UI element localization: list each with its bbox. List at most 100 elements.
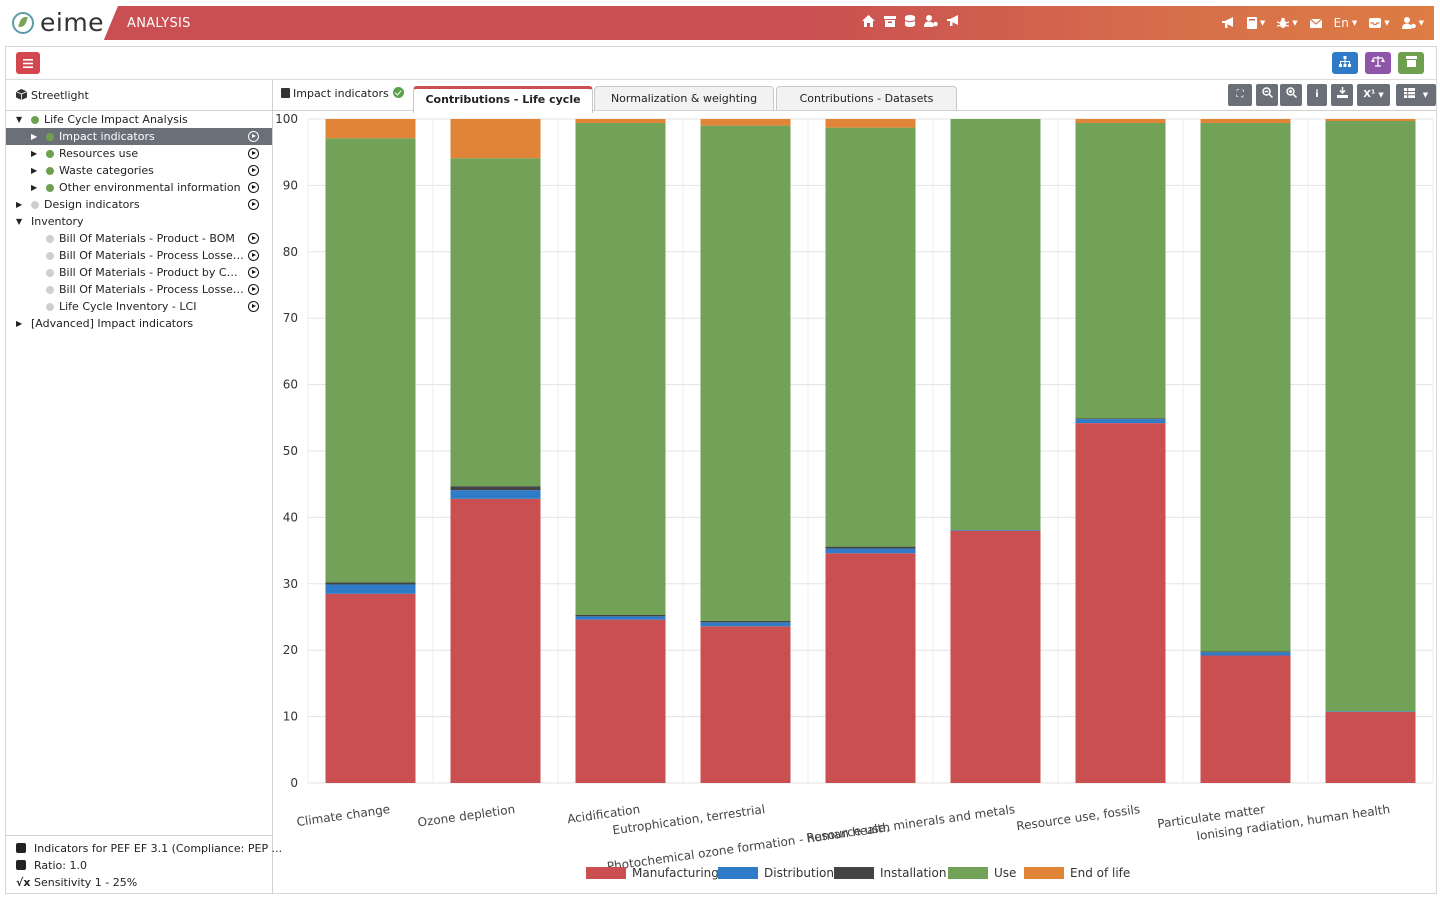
tab-label: Contributions - Datasets [799,92,934,105]
language-select[interactable]: En ▼ [1334,15,1358,31]
play-circle-icon[interactable] [248,131,259,142]
tree-item[interactable]: Bill Of Materials - Product - BOM [6,230,272,247]
caret-down-icon[interactable]: ▼ [16,217,23,226]
inbox-menu[interactable]: ▼ [1369,15,1390,31]
bar-segment [825,548,916,554]
database-icon[interactable] [905,15,915,27]
legend-label: Use [994,866,1016,880]
fullscreen-button[interactable]: ⛶ [1228,84,1252,106]
tab-normalization-weighting[interactable]: Normalization & weighting [594,86,774,110]
legend-swatch [834,867,874,879]
play-circle-icon[interactable] [248,284,259,295]
caret-right-icon[interactable]: ▶ [31,149,38,158]
method-info: Indicators for PEF EF 3.1 (Compliance: P… [16,841,282,857]
y-tick-label: 80 [283,245,298,259]
home-icon[interactable] [862,15,875,27]
bug-menu[interactable]: ▼ [1277,15,1298,31]
download-button[interactable] [1331,84,1353,106]
tab-contributions-datasets[interactable]: Contributions - Datasets [776,86,957,110]
bar-segment [950,530,1041,783]
tree-item[interactable]: ▶ Waste categories [6,162,272,179]
balance-scale-icon [1371,56,1385,67]
bar-segment [325,582,416,585]
square-root-icon: √x [16,876,31,889]
user-cog-icon [1401,17,1416,29]
exponent-format-button[interactable]: X¹ ▼ [1357,84,1390,106]
bar-segment [700,125,791,621]
status-dot-icon [46,235,54,243]
play-circle-icon[interactable] [248,301,259,312]
play-circle-icon[interactable] [248,165,259,176]
compare-button[interactable] [1365,52,1391,74]
cube-icon [16,89,27,100]
sidebar: Streetlight ▼ Life Cycle Impact Analysis ▶… [6,80,282,894]
play-circle-icon[interactable] [248,148,259,159]
bar-segment [1325,711,1416,712]
tree-item[interactable]: ▼ Inventory [6,213,272,230]
module-title: ANALYSIS [127,16,191,31]
play-circle-icon[interactable] [248,267,259,278]
tree-item[interactable]: Life Cycle Inventory - LCI [6,298,272,315]
archive-icon[interactable] [884,15,896,27]
caret-right-icon[interactable]: ▶ [31,166,38,175]
play-circle-icon[interactable] [248,233,259,244]
user-menu[interactable]: ▼ [1401,15,1424,31]
caret-right-icon[interactable]: ▶ [31,183,38,192]
tree-item-label: Resources use [59,147,139,160]
expand-icon: ⛶ [1236,89,1244,100]
bullhorn-icon[interactable] [1221,17,1235,29]
hierarchy-button[interactable] [1332,52,1358,74]
tree-item[interactable]: Bill Of Materials - Product by Categ... [6,264,272,281]
status-dot-icon [46,303,54,311]
caret-down-icon[interactable]: ▼ [16,115,23,124]
tree-item[interactable]: ▶ Design indicators [6,196,272,213]
tree-item[interactable]: Bill Of Materials - Process Losses by... [6,281,272,298]
tree-item[interactable]: ▶ Impact indicators [6,128,272,145]
x-tick-label: Resource use, minerals and metals [805,802,1015,845]
user-cog-icon[interactable] [924,15,938,27]
menu-icon [23,59,33,68]
play-circle-icon[interactable] [248,199,259,210]
bar-segment [700,626,791,783]
leaf-logo-icon [12,12,34,34]
bullhorn-icon[interactable] [947,15,960,27]
language-label: En [1333,16,1349,30]
logo[interactable]: eime [0,6,118,40]
tab-impact-indicators[interactable]: Impact indicators [281,87,404,100]
x-tick-label: Climate change [296,802,391,829]
info-button[interactable]: i [1307,84,1327,106]
zoom-in-button[interactable] [1280,84,1302,106]
caret-right-icon[interactable]: ▶ [16,319,23,328]
book-menu[interactable]: ▼ [1246,15,1265,31]
tree-item[interactable]: ▶ Other environmental information [6,179,272,196]
y-tick-label: 50 [283,444,298,458]
play-circle-icon[interactable] [248,250,259,261]
play-circle-icon[interactable] [248,182,259,193]
bar-segment [1325,119,1416,121]
tree-item[interactable]: ▶ Resources use [6,145,272,162]
tab-contributions-life-cycle[interactable]: Contributions - Life cycle [413,86,593,113]
legend-label: Installation [880,866,946,880]
bar-segment [325,138,416,583]
tree-item-label: Impact indicators [59,130,155,143]
bar-segment [1200,655,1291,783]
zoom-out-button[interactable] [1256,84,1278,106]
bar-segment [1075,423,1166,783]
status-dot-icon [46,252,54,260]
bug-icon [1277,17,1290,28]
document-icon [16,843,26,853]
sidebar-footer: Indicators for PEF EF 3.1 (Compliance: P… [6,835,282,894]
bar-segment [700,620,791,623]
caret-right-icon[interactable]: ▶ [16,200,23,209]
project-name: Streetlight [31,89,89,102]
legend-swatch [1024,867,1064,879]
sensitivity-label: Sensitivity 1 - 25% [34,876,138,889]
tree-item[interactable]: Bill Of Materials - Process Losses - ... [6,247,272,264]
archive-button[interactable] [1398,52,1424,74]
tree-item[interactable]: ▼ Life Cycle Impact Analysis [6,111,272,128]
hamburger-menu-button[interactable] [16,52,40,74]
caret-right-icon[interactable]: ▶ [31,132,38,141]
tree-item[interactable]: ▶ [Advanced] Impact indicators [6,315,272,332]
table-view-button[interactable]: ▼ [1396,84,1436,106]
envelope-icon[interactable] [1309,18,1322,28]
